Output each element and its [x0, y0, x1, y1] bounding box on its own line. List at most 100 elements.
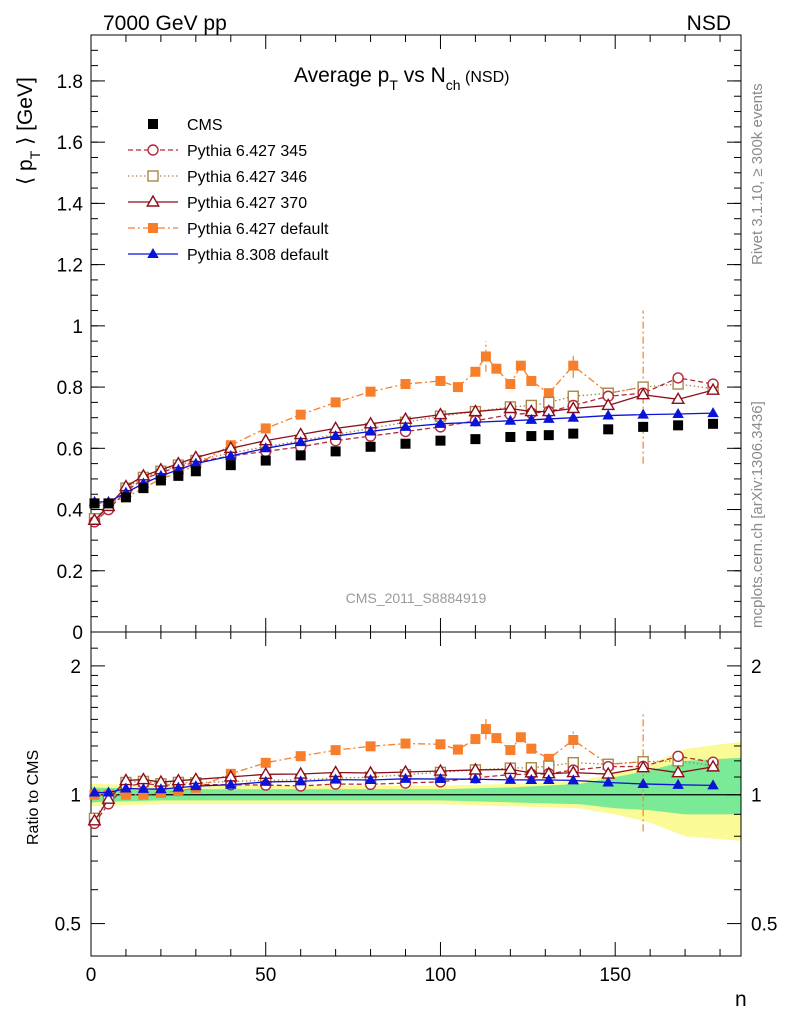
analysis-label: CMS_2011_S8884919: [346, 590, 487, 606]
ratio-point-p8def: [329, 773, 342, 784]
legend-marker-p346: [147, 170, 159, 182]
point-p6def: [491, 363, 502, 374]
point-p8def: [707, 407, 719, 418]
legend-marker-p6def: [148, 223, 158, 233]
point-p370: [706, 382, 721, 395]
point-cms: [155, 475, 166, 486]
point-cms: [225, 460, 236, 471]
ratio-point-p8def: [434, 773, 447, 784]
point-p8def: [469, 416, 482, 427]
ratio-point-p370: [87, 813, 102, 826]
point-p370: [671, 391, 686, 405]
point-p6def: [526, 375, 537, 386]
point-p370: [87, 512, 102, 525]
ratio-point-p370: [706, 759, 721, 772]
header-left: 7000 GeV pp: [103, 12, 227, 35]
x-axis: 0 50 100 150: [86, 632, 721, 986]
ratio-point-p8def: [102, 786, 115, 797]
y-tick-label: 0.6: [57, 439, 83, 460]
point-p345: [672, 372, 684, 384]
ratio-point-p6def: [365, 741, 376, 752]
legend-label-p370: Pythia 6.427 370: [187, 195, 307, 212]
point-cms: [543, 430, 554, 441]
point-p8def: [225, 449, 237, 460]
title-mid: vs N: [398, 64, 446, 87]
title-main: Average p: [294, 64, 389, 87]
point-p8def: [259, 442, 272, 453]
ratio-point-p6def: [470, 734, 481, 745]
ratio-axes: 0.5 0.5 1 1 2 2: [55, 647, 777, 936]
point-cms: [295, 450, 306, 461]
ratio-point-p8def: [543, 774, 555, 785]
point-p8def: [525, 413, 538, 424]
ratio-point-p6def: [260, 757, 271, 768]
legend-label-p6def: Pythia 6.427 default: [187, 221, 329, 238]
ratio-point-p8def: [88, 786, 101, 797]
ratio-point-p8def: [137, 782, 150, 793]
point-cms: [330, 446, 341, 457]
point-p6def: [435, 375, 446, 386]
point-p370: [503, 401, 518, 414]
ratio-point-p6def: [505, 745, 516, 756]
ratio-point-p8def: [469, 773, 482, 784]
point-cms: [435, 435, 446, 446]
y-axis-label: ⟨ pT ⟩ [GeV]: [14, 77, 43, 185]
point-p8def: [364, 425, 377, 436]
ratio-uncertainty-band: [91, 741, 741, 841]
ratio-point-p8def: [172, 781, 185, 792]
point-cms: [400, 438, 411, 449]
point-p8def: [637, 408, 649, 419]
point-p8def: [543, 412, 555, 423]
x-tick-label: 0: [86, 965, 97, 986]
ratio-point-p6def: [480, 724, 491, 735]
ratio-point-p6def: [568, 734, 579, 745]
ratio-point-p6def: [515, 732, 526, 743]
x-tick-label: 50: [255, 965, 276, 986]
y-tick-label: 1.8: [57, 72, 83, 93]
point-p6def: [543, 388, 554, 399]
title-tail: (NSD): [461, 69, 510, 86]
ratio-point-p345: [672, 750, 684, 763]
point-p8def: [434, 417, 447, 428]
ratio-point-p8def: [672, 778, 684, 789]
ratio-point-p8def: [399, 772, 412, 783]
point-cms: [120, 492, 131, 503]
point-p6def: [568, 360, 579, 371]
main-axes: 0 0.2 0.4 0.6 0.8 1 1.2 1.4 1.6 1.8: [57, 35, 741, 644]
point-cms: [673, 420, 684, 431]
point-p6def: [400, 379, 411, 390]
point-p370: [601, 398, 616, 411]
legend-marker-cms: [148, 119, 158, 129]
point-p8def: [602, 409, 614, 420]
ratio-line-p345: [93, 755, 714, 824]
x-axis-label: n: [735, 988, 747, 1011]
ratio-point-p8def: [155, 783, 167, 794]
ratio-band-inner: [91, 757, 741, 815]
ratio-point-p8def: [602, 776, 614, 787]
point-cms: [603, 424, 614, 435]
legend-label-p346: Pythia 6.427 346: [187, 169, 307, 186]
chart-title: Average pT vs Nch (NSD): [294, 64, 509, 93]
ratio-point-p6def: [452, 744, 463, 755]
point-p6def: [330, 397, 341, 408]
ratio-point-p8def: [567, 774, 580, 785]
ratio-tick-label: 2: [70, 657, 81, 678]
y-tick-label: 1: [72, 317, 83, 338]
legend-marker-p370: [146, 194, 160, 207]
ratio-point-p8def: [364, 773, 377, 784]
point-cms: [138, 483, 149, 494]
point-p370: [636, 387, 651, 400]
ratio-point-p8def: [225, 778, 237, 789]
ratio-y-label: Ratio to CMS: [25, 750, 42, 845]
point-p8def: [329, 430, 342, 441]
x-tick-label: 100: [425, 965, 457, 986]
ratio-tick-label-right: 2: [751, 657, 762, 678]
y-tick-label: 1.6: [57, 133, 83, 154]
ratio-panel: 0.5 0.5 1 1 2 2 Ratio to CMS: [25, 631, 777, 957]
y-tick-label: 0.2: [57, 562, 83, 583]
title-sub1: T: [389, 77, 398, 93]
point-p8def: [190, 457, 202, 468]
point-p6def: [480, 351, 491, 362]
point-cms: [365, 441, 376, 452]
